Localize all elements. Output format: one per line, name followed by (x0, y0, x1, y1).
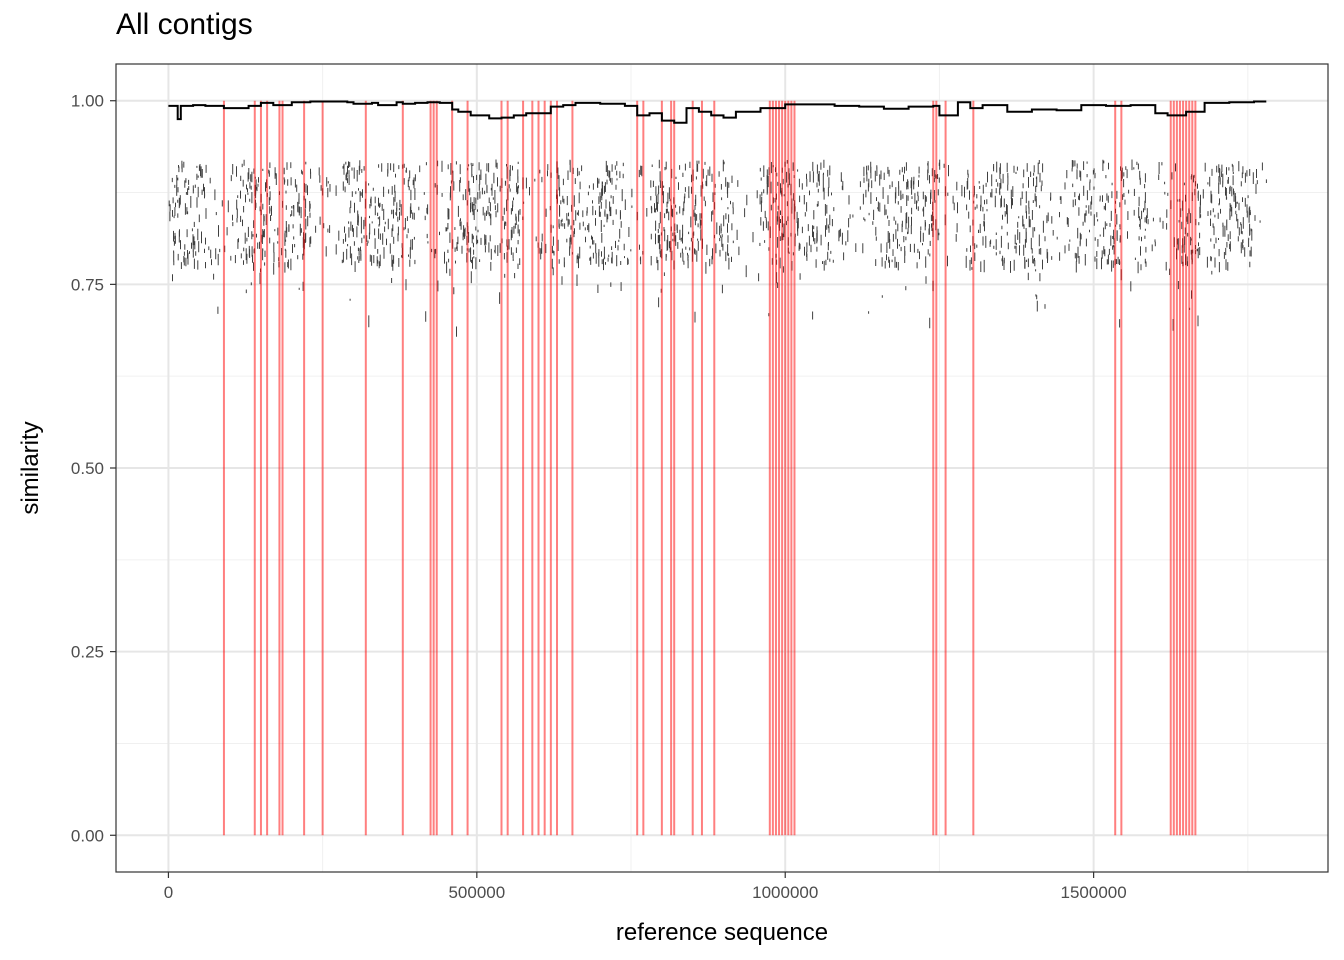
y-axis-title: similarity (17, 421, 44, 514)
x-tick-label: 500000 (448, 883, 505, 902)
y-tick-label: 0.00 (71, 826, 104, 845)
y-tick-label: 1.00 (71, 92, 104, 111)
x-tick-label: 1000000 (752, 883, 818, 902)
series-line (168, 100, 1267, 124)
y-tick-label: 0.25 (71, 643, 104, 662)
chart-title: All contigs (116, 8, 253, 41)
x-tick-label: 0 (164, 883, 173, 902)
y-tick-label: 0.75 (71, 275, 104, 294)
x-axis-title: reference sequence (616, 919, 828, 946)
y-tick-label: 0.50 (71, 459, 104, 478)
x-tick-label: 1500000 (1061, 883, 1127, 902)
